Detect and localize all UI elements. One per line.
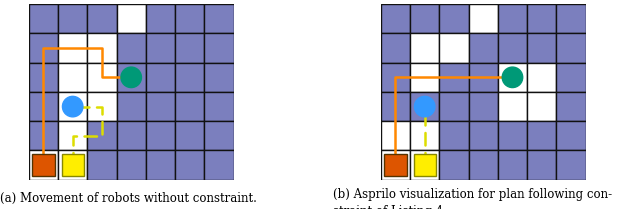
Bar [58,63,87,92]
Bar [29,63,58,92]
FancyBboxPatch shape [61,154,84,176]
Bar [116,150,146,180]
Bar [498,4,527,33]
Bar [439,63,468,92]
Bar [498,121,527,150]
Bar [58,150,87,180]
Bar [556,33,586,63]
Bar [556,92,586,121]
Bar [410,33,439,63]
Bar [527,92,556,121]
FancyBboxPatch shape [32,154,54,176]
Bar [29,121,58,150]
Bar [468,121,498,150]
Bar [87,33,116,63]
Bar [468,4,498,33]
Bar [439,121,468,150]
Bar [58,4,87,33]
Bar [527,33,556,63]
Circle shape [502,67,523,88]
Bar [556,121,586,150]
Bar [556,4,586,33]
Bar [175,63,204,92]
Bar [439,4,468,33]
Bar [58,121,87,150]
Bar [146,4,175,33]
Bar [381,63,410,92]
Bar [29,4,58,33]
Bar [556,63,586,92]
Bar [204,33,234,63]
Bar [498,63,527,92]
Bar [29,150,58,180]
Bar [146,92,175,121]
Bar [527,150,556,180]
Bar [204,92,234,121]
Bar [175,33,204,63]
Bar [410,4,439,33]
Bar [87,121,116,150]
Bar [87,4,116,33]
Bar [204,63,234,92]
Bar [146,63,175,92]
Bar [381,4,410,33]
Bar [410,150,439,180]
Bar [146,150,175,180]
Bar [468,150,498,180]
Bar [87,92,116,121]
Bar [116,92,146,121]
Bar [116,4,146,33]
Bar [410,121,439,150]
Bar [410,92,439,121]
Bar [29,33,58,63]
Bar [116,33,146,63]
Bar [58,33,87,63]
FancyBboxPatch shape [384,154,406,176]
Bar [87,150,116,180]
Bar [175,4,204,33]
FancyBboxPatch shape [413,154,436,176]
Circle shape [415,96,435,117]
Bar [381,92,410,121]
Bar [175,92,204,121]
Bar [556,150,586,180]
Bar [204,150,234,180]
Bar [58,92,87,121]
Bar [29,92,58,121]
Bar [381,121,410,150]
Circle shape [121,67,141,88]
Bar [498,33,527,63]
Bar [116,121,146,150]
Bar [439,92,468,121]
Bar [146,33,175,63]
Bar [527,121,556,150]
Bar [204,121,234,150]
Bar [498,92,527,121]
Bar [87,63,116,92]
Bar [527,63,556,92]
Bar [410,63,439,92]
Text: (b) Asprilo visualization for plan following con-
straint of Listing 4.: (b) Asprilo visualization for plan follo… [333,188,612,209]
Bar [175,150,204,180]
Bar [381,33,410,63]
Bar [527,4,556,33]
Bar [116,63,146,92]
Bar [468,33,498,63]
Bar [468,63,498,92]
Bar [439,150,468,180]
Bar [439,33,468,63]
Bar [498,150,527,180]
Bar [204,4,234,33]
Bar [381,150,410,180]
Circle shape [63,96,83,117]
Bar [175,121,204,150]
Bar [146,121,175,150]
Bar [468,92,498,121]
Text: (a) Movement of robots without constraint.: (a) Movement of robots without constrain… [0,192,257,205]
